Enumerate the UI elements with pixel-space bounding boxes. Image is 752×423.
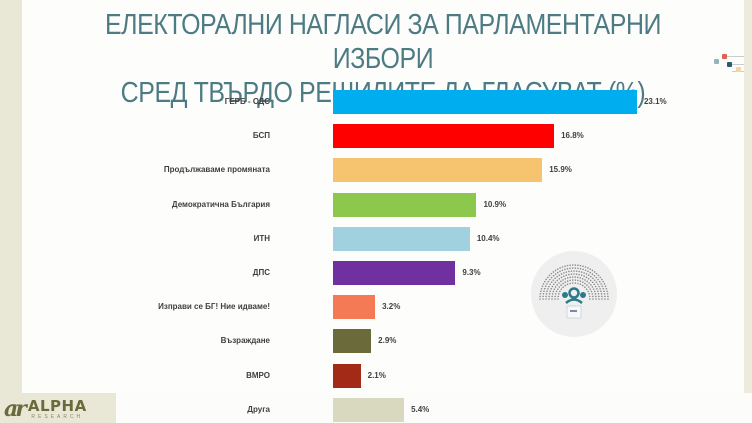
bar [333, 329, 372, 354]
value-label: 15.9% [549, 165, 572, 175]
bar-row: Демократична България 10.9% [0, 192, 700, 217]
parliament-ballot-box-icon [531, 251, 617, 337]
bar-row: ИТН 10.4% [0, 226, 700, 251]
value-label: 2.1% [367, 370, 386, 380]
alpha-research-logo: ar ALPHA RESEARCH [4, 396, 87, 422]
value-label: 23.1% [643, 97, 667, 106]
value-label: 10.4% [476, 233, 500, 243]
chart-title-line-1: ЕЛЕКТОРАЛНИ НАГЛАСИ ЗА ПАРЛАМЕНТАРНИ ИЗБ… [104, 9, 662, 75]
bar [333, 363, 361, 388]
left-decorative-strip [0, 0, 22, 393]
bar-row: БСП 16.8% [0, 124, 700, 149]
bar-row: ГЕРБ - СДС 23.1% [0, 90, 700, 114]
bar [333, 192, 477, 217]
logo-background [0, 393, 116, 423]
bar [333, 158, 543, 183]
category-label: Продължаваме промяната [163, 165, 270, 175]
bar [333, 226, 470, 251]
category-label: БСП [252, 131, 270, 141]
bar-row: ВМРО 2.1% [0, 363, 700, 388]
category-label: ДПС [252, 268, 270, 277]
category-label: Друга [247, 404, 270, 414]
category-label: ГЕРБ - СДС [224, 97, 270, 106]
logo-name: ALPHA [27, 396, 87, 415]
colored-dots-lines-icon [714, 52, 744, 80]
bar-row: Продължаваме промяната 15.9% [0, 158, 700, 183]
value-label: 3.2% [382, 302, 401, 312]
category-label: Изправи се БГ! Ние идваме! [158, 302, 270, 312]
bar [333, 90, 637, 114]
logo-mark-icon: ar [4, 396, 27, 422]
value-label: 2.9% [378, 336, 397, 346]
category-label: Демократична България [171, 199, 270, 209]
category-label: Възраждане [220, 336, 270, 346]
bar-row: Друга 5.4% [0, 397, 700, 422]
value-label: 5.4% [411, 404, 430, 414]
bar [333, 124, 555, 149]
bar-row: ДПС 9.3% [0, 261, 700, 285]
value-label: 9.3% [462, 268, 481, 277]
logo-subtitle: RESEARCH [31, 413, 84, 420]
category-label: ВМРО [246, 370, 270, 380]
category-label: ИТН [253, 233, 270, 243]
bar [333, 261, 456, 285]
value-label: 10.9% [483, 199, 507, 209]
bar-row: Възраждане 2.9% [0, 329, 700, 354]
right-decorative-strip [744, 0, 752, 423]
value-label: 16.8% [561, 131, 584, 141]
bar [333, 295, 376, 320]
bar-row: Изправи се БГ! Ние идваме! 3.2% [0, 295, 700, 320]
bar [333, 397, 405, 422]
